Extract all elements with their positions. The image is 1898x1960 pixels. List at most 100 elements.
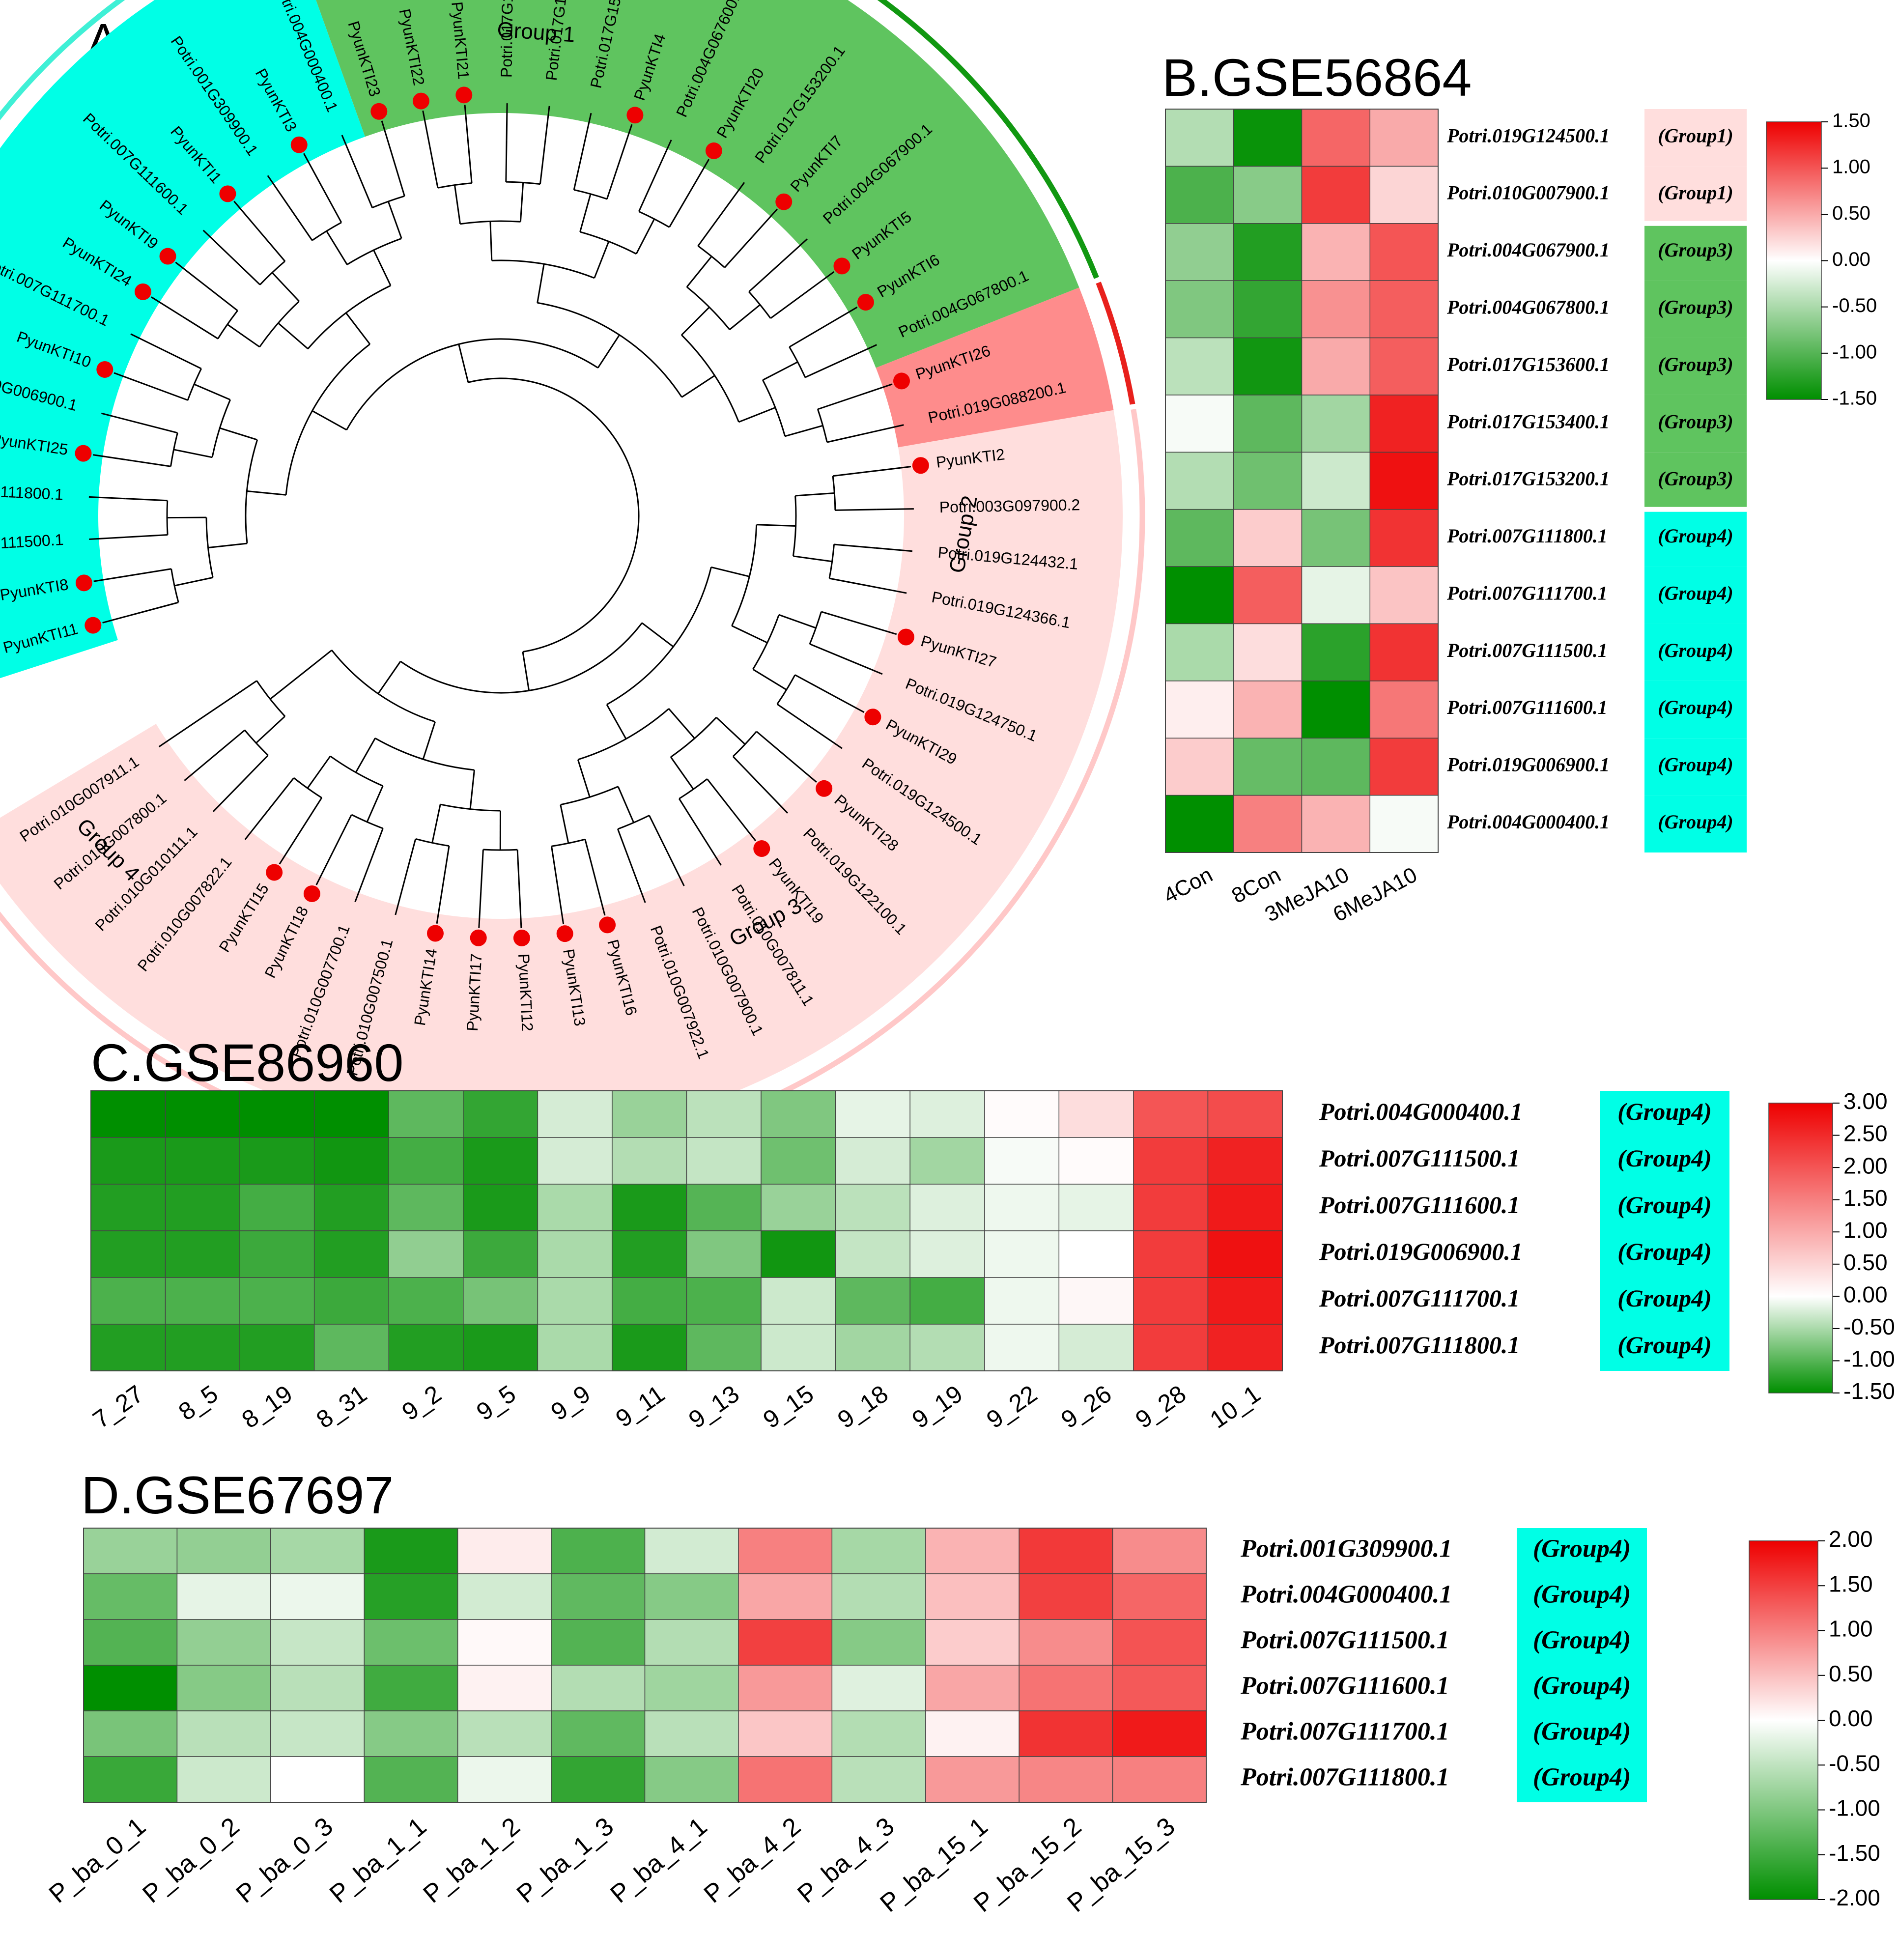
heatmap-cell <box>1233 452 1303 510</box>
heatmap-cell <box>612 1090 687 1138</box>
scale-tick-label: -2.00 <box>1829 1885 1880 1910</box>
branch <box>826 432 868 443</box>
scale-tick-label: -0.50 <box>1843 1314 1895 1339</box>
heatmap-cell <box>644 1710 739 1757</box>
heatmap-cell <box>239 1277 315 1325</box>
heatmap-cell <box>1301 509 1370 567</box>
branch <box>212 729 246 758</box>
panel-b-title: B.GSE56864 <box>1162 48 1472 107</box>
heatmap-cell <box>551 1573 646 1620</box>
group-tag-box <box>1600 1137 1729 1184</box>
branch <box>834 543 876 549</box>
branch <box>351 814 383 829</box>
heatmap-cell <box>90 1277 166 1325</box>
heatmap-cell <box>463 1324 538 1371</box>
heatmap-cell <box>90 1230 166 1278</box>
scale-tick-label: 0.50 <box>1832 202 1870 224</box>
branch <box>817 395 858 410</box>
scale-tick-label: -1.50 <box>1832 388 1877 409</box>
heatmap-cell <box>165 1090 240 1138</box>
heatmap-cell <box>761 1184 836 1231</box>
branch <box>606 704 627 739</box>
scale-tick-label: 1.00 <box>1832 156 1870 178</box>
column-label: 10_1 <box>1205 1380 1265 1434</box>
column-label: 9_5 <box>471 1380 520 1426</box>
heatmap-cell <box>738 1573 833 1620</box>
branch <box>701 833 722 866</box>
branch <box>366 785 384 823</box>
gene-label: Potri.017G153400.1 <box>1446 410 1610 432</box>
gene-label: Potri.007G111500.1 <box>1319 1144 1520 1172</box>
gene-label: Potri.004G067800.1 <box>1446 296 1610 318</box>
heatmap-cell <box>364 1710 458 1757</box>
branch <box>793 555 832 563</box>
heatmap-cell <box>239 1184 315 1231</box>
heatmap-cell <box>537 1137 613 1185</box>
branch <box>867 424 904 434</box>
branch <box>367 828 384 868</box>
heatmap-cell <box>551 1756 646 1803</box>
heatmap-cell <box>1301 109 1370 167</box>
heatmap-cell <box>364 1619 458 1666</box>
branch <box>724 236 753 268</box>
column-label: P_ba_4_1 <box>605 1812 712 1909</box>
heatmap-cell <box>925 1710 1020 1757</box>
heatmap-cell <box>1133 1324 1209 1371</box>
column-label: 9_11 <box>611 1380 670 1433</box>
branch <box>776 703 812 729</box>
heatmap-c-cells: Potri.004G000400.1 (Group4) Potri.007G1115… <box>88 1088 1895 1434</box>
branch <box>354 867 369 903</box>
branch <box>874 466 911 472</box>
branch <box>577 708 670 761</box>
heatmap-cell <box>457 1619 552 1666</box>
branch <box>697 245 725 268</box>
group-tag-box <box>1644 567 1747 624</box>
branch <box>219 427 258 441</box>
branch <box>491 259 595 279</box>
branch <box>346 338 598 430</box>
heatmap-cell <box>738 1619 833 1666</box>
branch <box>267 175 289 207</box>
scale-tick-label: 2.00 <box>1843 1153 1888 1178</box>
heatmap-cell <box>1233 623 1303 682</box>
column-label: 9_19 <box>907 1380 967 1434</box>
branch <box>227 323 260 348</box>
branch <box>821 611 862 625</box>
branch <box>649 815 669 853</box>
color-scale-bar <box>1766 121 1822 400</box>
branch <box>130 568 171 576</box>
branch <box>577 759 591 797</box>
branch <box>182 315 219 340</box>
branch <box>748 263 781 292</box>
heatmap-cell <box>1233 166 1303 224</box>
branch <box>551 838 586 847</box>
branch <box>125 498 168 502</box>
heatmap-cell <box>738 1756 833 1803</box>
scale-tick-label: 1.50 <box>1843 1185 1888 1211</box>
gene-label: Potri.007G111800.1 <box>1319 1331 1520 1359</box>
branch <box>341 135 357 170</box>
heatmap-cell <box>1112 1756 1207 1803</box>
branch <box>809 643 849 661</box>
gene-label: Potri.007G111700.1 <box>1446 582 1608 604</box>
leaf-marker <box>599 916 616 934</box>
heatmap-cell <box>1165 395 1234 453</box>
scale-tick-label: 0.00 <box>1843 1281 1888 1307</box>
panel-a-phylogenetic-tree: A PyunKTI11PyunKTI8Potri.007G111500.1Pot… <box>0 0 1145 1160</box>
heatmap-cell <box>909 1230 985 1278</box>
heatmap-cell <box>1112 1710 1207 1757</box>
heatmap-cell <box>364 1756 458 1803</box>
branch <box>697 212 723 247</box>
branch <box>795 492 835 497</box>
heatmap-cell <box>1301 623 1370 682</box>
branch <box>224 680 257 704</box>
heatmap-cell <box>738 1528 833 1574</box>
heatmap-cell <box>537 1324 613 1371</box>
branch <box>689 159 710 192</box>
heatmap-cell <box>537 1230 613 1278</box>
branch <box>422 721 436 760</box>
branch <box>870 585 907 594</box>
heatmap-cell <box>1369 166 1439 224</box>
branch <box>848 659 883 675</box>
heatmap-cell <box>761 1090 836 1138</box>
